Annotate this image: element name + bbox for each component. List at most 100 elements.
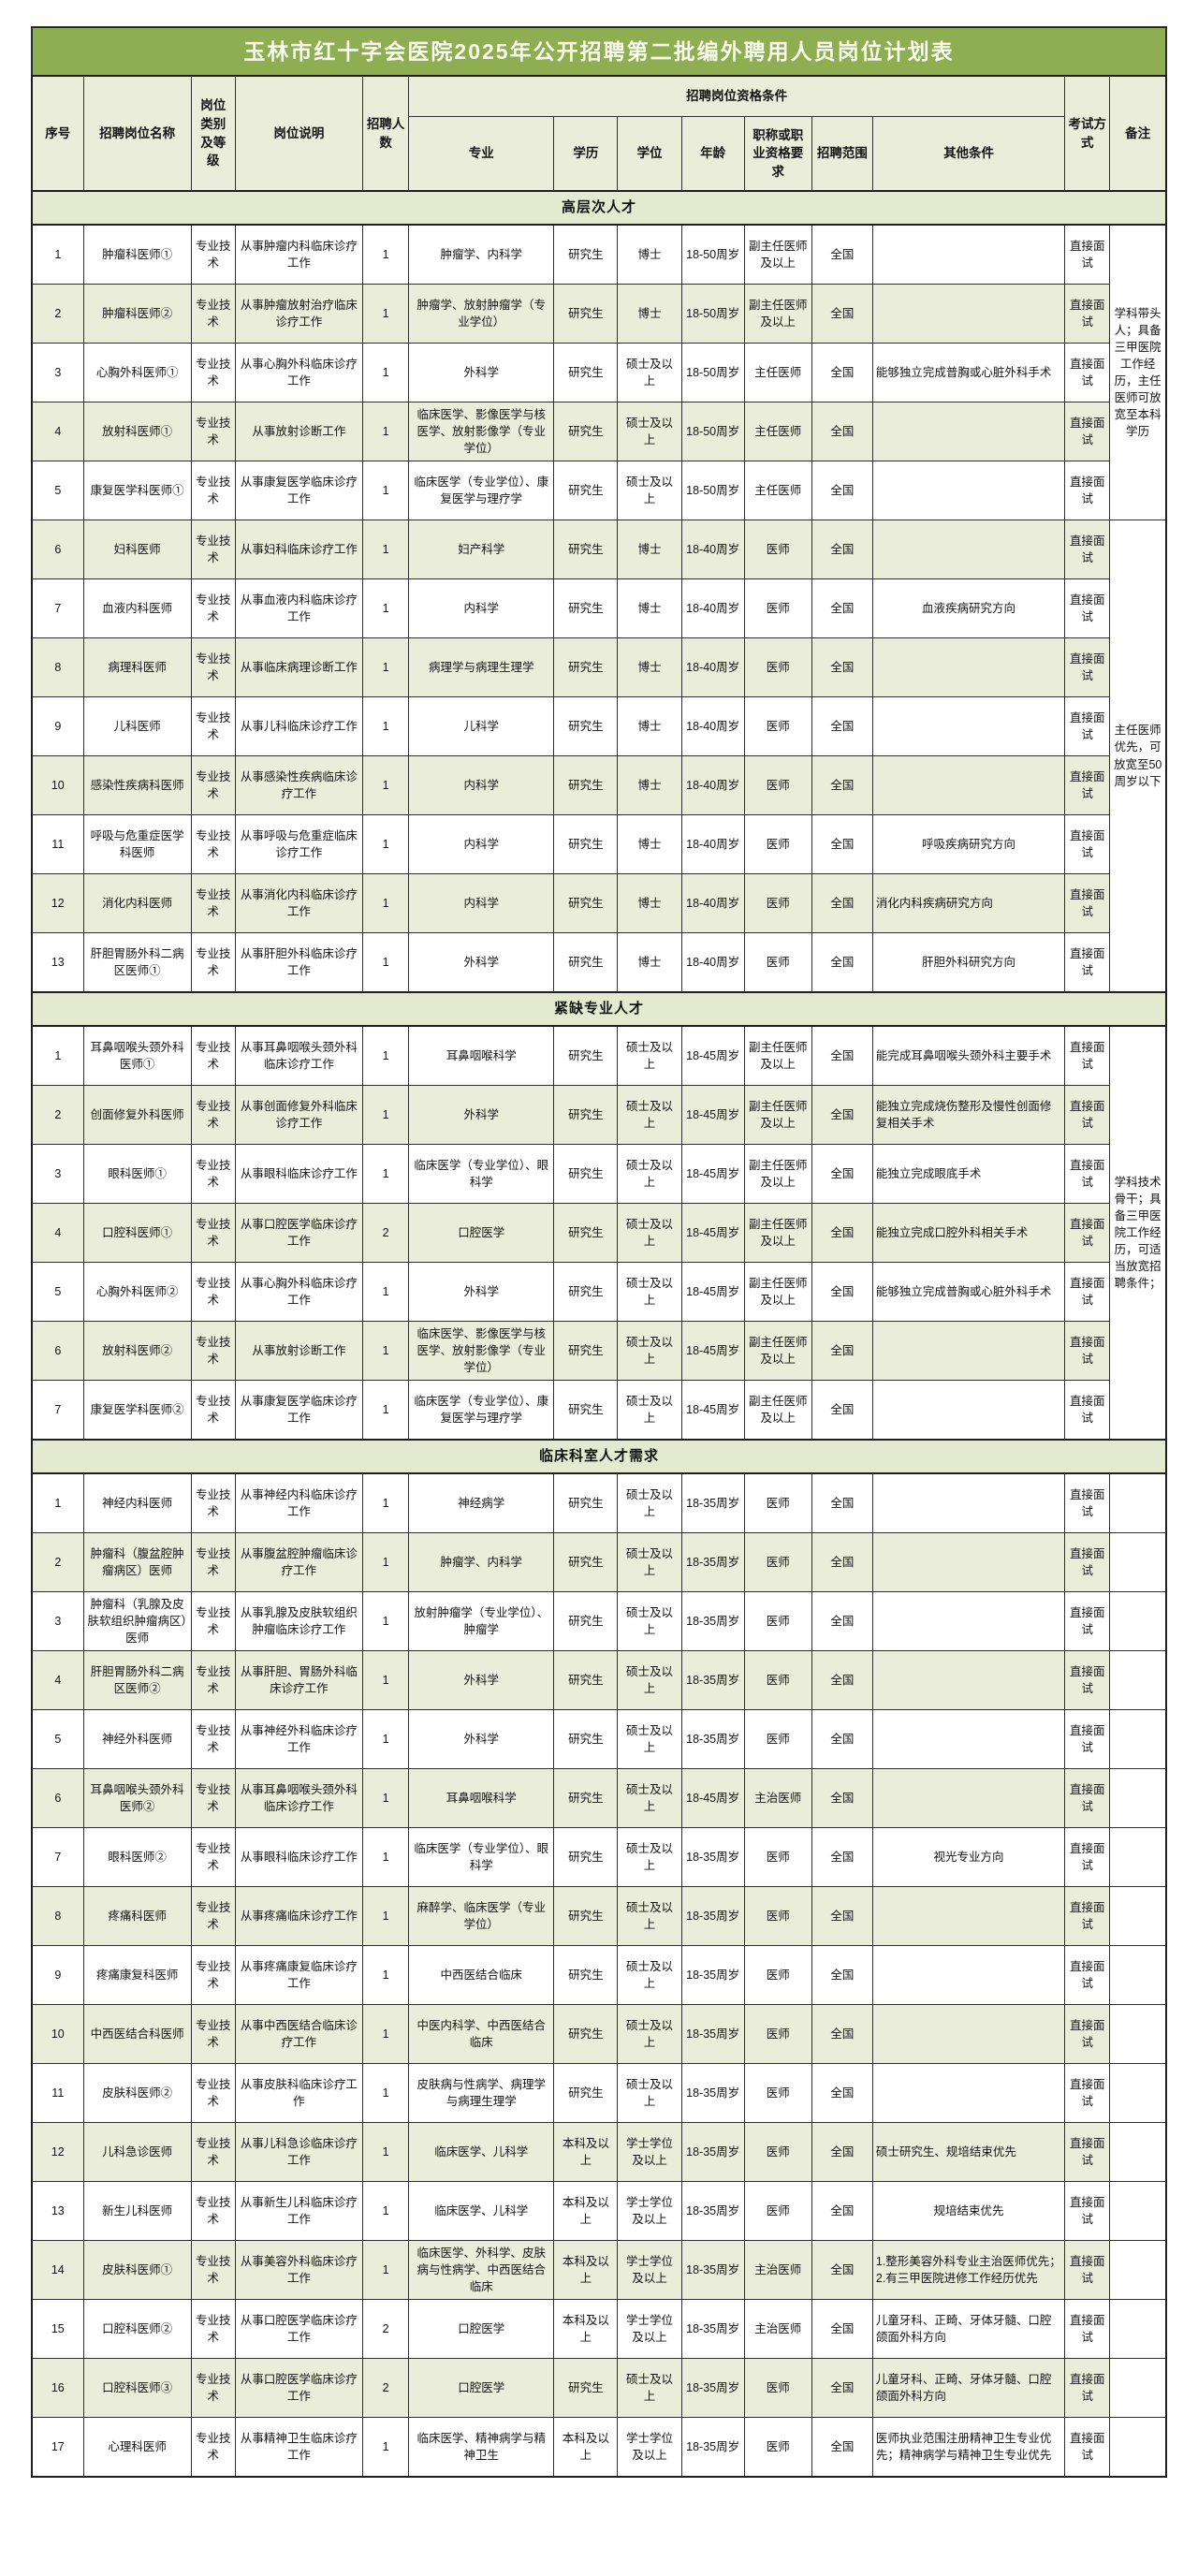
cell-age: 18-45周岁 — [680, 1144, 745, 1204]
cell-degree: 硕士及以上 — [617, 1203, 682, 1263]
cell-exam: 直接面试 — [1064, 578, 1111, 638]
section-title: 高层次人才 — [31, 190, 1167, 226]
cell-desc: 从事中西医结合临床诊疗工作 — [234, 2004, 364, 2064]
cell-exam: 直接面试 — [1064, 1380, 1111, 1441]
cell-name: 消化内科医师 — [82, 873, 192, 933]
cell-remark — [1109, 2417, 1167, 2478]
cell-other — [871, 1709, 1066, 1769]
cell-other — [871, 1650, 1066, 1710]
cell-seq: 5 — [31, 1262, 84, 1322]
cell-title_req: 副主任医师及以上 — [743, 1262, 812, 1322]
cell-major: 内科学 — [408, 873, 555, 933]
cell-seq: 13 — [31, 932, 84, 993]
cell-name: 肿瘤科医师② — [82, 284, 192, 344]
cell-age: 18-40周岁 — [680, 814, 745, 874]
cell-degree: 博士 — [617, 755, 682, 815]
cell-remark — [1109, 2181, 1167, 2241]
cell-scope: 全国 — [811, 1025, 873, 1086]
cell-seq: 6 — [31, 1768, 84, 1828]
cell-seq: 4 — [31, 1203, 84, 1263]
cell-name: 放射科医师① — [82, 402, 192, 461]
cell-edu: 本科及以上 — [553, 2299, 619, 2359]
cell-desc: 从事肿瘤内科临床诊疗工作 — [234, 224, 364, 285]
cell-scope: 全国 — [811, 2004, 873, 2064]
table-body: 高层次人才 1 肿瘤科医师① 专业技术 从事肿瘤内科临床诊疗工作 1 肿瘤学、内科学 研究生博… — [31, 190, 1167, 2478]
cell-major: 妇产科学 — [408, 520, 555, 579]
cell-seq: 3 — [31, 1591, 84, 1651]
cell-age: 18-35周岁 — [680, 2240, 745, 2300]
cell-name: 口腔科医师② — [82, 2299, 192, 2359]
cell-age: 18-50周岁 — [680, 224, 745, 285]
cell-age: 18-35周岁 — [680, 1827, 745, 1887]
col-header-other-conditions: 其他条件 — [871, 116, 1066, 192]
table-row: 4 放射科医师① 专业技术 从事放射诊断工作 1 临床医学、影像医学与核医学、放射影像学（… — [31, 402, 1166, 461]
cell-other — [871, 284, 1066, 344]
cell-major: 临床医学（专业学位）、眼科学 — [408, 1827, 555, 1887]
cell-degree: 博士 — [617, 224, 682, 285]
cell-title_req: 副主任医师及以上 — [743, 1380, 812, 1441]
cell-count: 1 — [362, 814, 410, 874]
cell-exam: 直接面试 — [1064, 343, 1111, 402]
cell-age: 18-40周岁 — [680, 637, 745, 697]
cell-exam: 直接面试 — [1064, 1886, 1111, 1946]
cell-scope: 全国 — [811, 637, 873, 697]
cell-category: 专业技术 — [190, 2358, 236, 2418]
cell-scope: 全国 — [811, 461, 873, 520]
cell-name: 眼科医师② — [82, 1827, 192, 1887]
cell-desc: 从事肝胆、胃肠外科临床诊疗工作 — [234, 1650, 364, 1710]
cell-edu: 研究生 — [553, 1085, 619, 1145]
cell-desc: 从事创面修复外科临床诊疗工作 — [234, 1085, 364, 1145]
cell-category: 专业技术 — [190, 2063, 236, 2123]
cell-major: 耳鼻咽喉科学 — [408, 1768, 555, 1828]
header-row-top: 序号 招聘岗位名称 岗位类别及等级 岗位说明 招聘人数 招聘岗位资格条件 考试方… — [31, 75, 1167, 192]
cell-category: 专业技术 — [190, 1650, 236, 1710]
cell-other: 呼吸疾病研究方向 — [871, 814, 1066, 874]
cell-age: 18-35周岁 — [680, 2122, 745, 2182]
cell-scope: 全国 — [811, 343, 873, 402]
cell-other — [871, 1886, 1066, 1946]
cell-degree: 硕士及以上 — [617, 1945, 682, 2005]
cell-desc: 从事耳鼻咽喉头颈外科临床诊疗工作 — [234, 1025, 364, 1086]
cell-edu: 研究生 — [553, 1144, 619, 1204]
cell-category: 专业技术 — [190, 1768, 236, 1828]
cell-major: 临床医学、精神病学与精神卫生 — [408, 2417, 555, 2478]
cell-edu: 研究生 — [553, 2063, 619, 2123]
cell-remark: 学科技术骨干；具备三甲医院工作经历，可适当放宽招聘条件； — [1109, 1025, 1167, 1441]
cell-category: 专业技术 — [190, 755, 236, 815]
cell-category: 专业技术 — [190, 284, 236, 344]
cell-scope: 全国 — [811, 873, 873, 933]
cell-seq: 5 — [31, 461, 84, 520]
cell-seq: 4 — [31, 1650, 84, 1710]
cell-seq: 13 — [31, 2181, 84, 2241]
cell-scope: 全国 — [811, 2358, 873, 2418]
cell-scope: 全国 — [811, 1144, 873, 1204]
cell-scope: 全国 — [811, 932, 873, 993]
cell-desc: 从事感染性疾病临床诊疗工作 — [234, 755, 364, 815]
cell-major: 临床医学、儿科学 — [408, 2181, 555, 2241]
col-header-description: 岗位说明 — [234, 75, 364, 192]
section-header-row: 临床科室人才需求 — [31, 1439, 1167, 1474]
cell-major: 肿瘤学、放射肿瘤学（专业学位） — [408, 284, 555, 344]
cell-seq: 7 — [31, 578, 84, 638]
cell-name: 口腔科医师① — [82, 1203, 192, 1263]
cell-major: 病理学与病理生理学 — [408, 637, 555, 697]
cell-category: 专业技术 — [190, 2181, 236, 2241]
table-header: 序号 招聘岗位名称 岗位类别及等级 岗位说明 招聘人数 招聘岗位资格条件 考试方… — [31, 75, 1167, 192]
cell-degree: 博士 — [617, 637, 682, 697]
cell-degree: 硕士及以上 — [617, 2358, 682, 2418]
cell-name: 中西医结合科医师 — [82, 2004, 192, 2064]
cell-name: 口腔科医师③ — [82, 2358, 192, 2418]
cell-age: 18-40周岁 — [680, 520, 745, 579]
table-row: 6 耳鼻咽喉头颈外科医师② 专业技术 从事耳鼻咽喉头颈外科临床诊疗工作 1 耳鼻咽喉科学研… — [31, 1768, 1167, 1828]
cell-name: 肝胆胃肠外科二病区医师② — [82, 1650, 192, 1710]
cell-title_req: 医师 — [743, 1827, 812, 1887]
table-row: 13 新生儿科医师 专业技术 从事新生儿科临床诊疗工作 1 临床医学、儿科学 本科及以上 学士… — [31, 2181, 1167, 2241]
cell-age: 18-35周岁 — [680, 1709, 745, 1769]
cell-title_req: 副主任医师及以上 — [743, 1085, 812, 1145]
cell-name: 感染性疾病科医师 — [82, 755, 192, 815]
cell-desc: 从事放射诊断工作 — [234, 1321, 364, 1381]
cell-scope: 全国 — [811, 2063, 873, 2123]
cell-category: 专业技术 — [190, 224, 236, 285]
cell-name: 皮肤科医师① — [82, 2240, 192, 2300]
table-row: 13 肝胆胃肠外科二病区医师① 专业技术 从事肝胆外科临床诊疗工作 1 外科学 研究生 博士 1… — [31, 932, 1166, 993]
